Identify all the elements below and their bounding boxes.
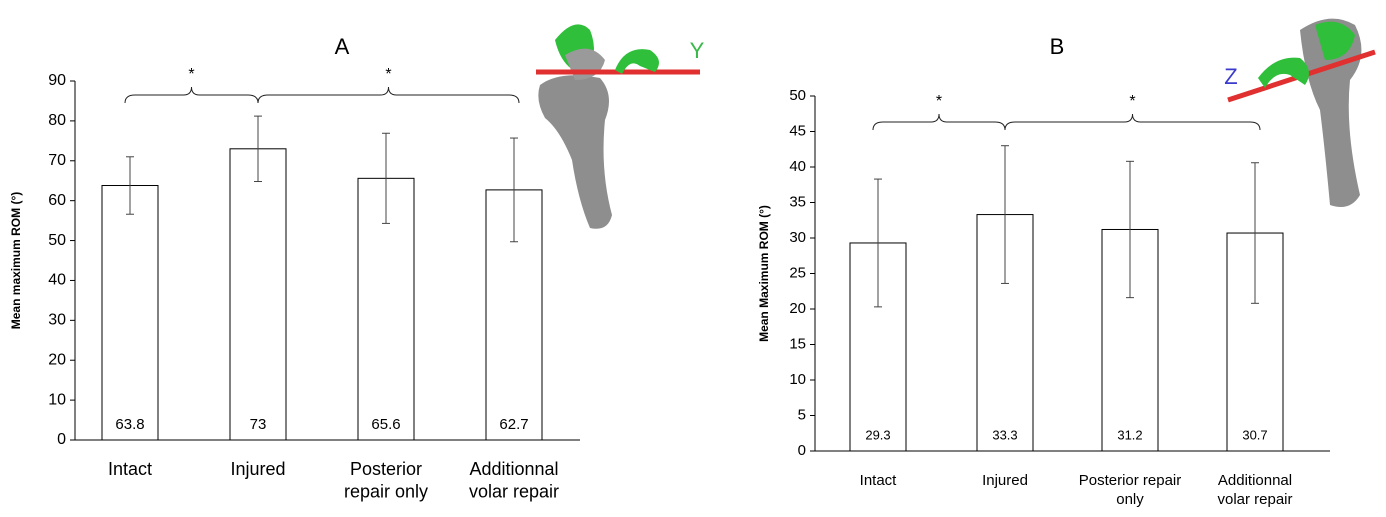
figure: AMean maximum ROM (°)0102030405060708090…	[0, 0, 1386, 512]
x-tick-label: Injured	[982, 472, 1028, 489]
significance-mark: *	[188, 66, 194, 83]
value-label: 30.7	[1242, 427, 1267, 442]
y-tick-label: 10	[48, 391, 66, 408]
rotation-axis-label: Z	[1224, 64, 1237, 89]
y-tick-label: 30	[48, 312, 66, 329]
significance-mark: *	[936, 93, 942, 110]
significance-brace	[873, 114, 1005, 130]
bone-model-b	[1228, 19, 1375, 207]
significance-brace	[1005, 114, 1260, 130]
y-tick-label: 50	[789, 87, 806, 104]
bone-model-a	[536, 24, 700, 228]
y-tick-label: 80	[48, 112, 66, 129]
value-label: 31.2	[1117, 427, 1142, 442]
y-tick-label: 40	[48, 272, 66, 289]
y-tick-label: 35	[789, 193, 806, 210]
y-tick-label: 25	[789, 264, 806, 281]
rotation-axis-label: Y	[690, 38, 705, 63]
value-label: 73	[250, 416, 267, 433]
bar	[102, 186, 158, 440]
y-tick-label: 20	[48, 351, 66, 368]
y-tick-label: 90	[48, 72, 66, 89]
value-label: 62.7	[499, 416, 528, 433]
y-tick-label: 40	[789, 158, 806, 175]
significance-mark: *	[1129, 93, 1135, 110]
x-tick-label: Intact	[108, 459, 152, 479]
y-tick-label: 20	[789, 300, 806, 317]
y-tick-label: 60	[48, 192, 66, 209]
value-label: 65.6	[371, 416, 400, 433]
significance-brace	[258, 87, 519, 103]
y-tick-label: 45	[789, 122, 806, 139]
y-tick-label: 15	[789, 335, 806, 352]
value-label: 29.3	[865, 427, 890, 442]
value-label: 33.3	[992, 427, 1017, 442]
y-tick-label: 10	[789, 371, 806, 388]
y-tick-label: 30	[789, 229, 806, 246]
y-tick-label: 0	[57, 431, 66, 448]
value-label: 63.8	[115, 416, 144, 433]
x-tick-label: Injured	[230, 459, 285, 479]
y-axis-label: Mean maximum ROM (°)	[9, 192, 23, 329]
y-tick-label: 70	[48, 152, 66, 169]
bar	[230, 149, 286, 440]
chart-title: B	[1050, 34, 1065, 59]
significance-mark: *	[385, 66, 391, 83]
x-tick-label: Intact	[860, 472, 898, 489]
chart-title: A	[335, 34, 350, 59]
y-tick-label: 5	[798, 406, 806, 423]
y-axis-label: Mean Maximum ROM (°)	[757, 205, 771, 342]
y-tick-label: 50	[48, 232, 66, 249]
y-tick-label: 0	[798, 442, 806, 459]
significance-brace	[125, 87, 258, 103]
